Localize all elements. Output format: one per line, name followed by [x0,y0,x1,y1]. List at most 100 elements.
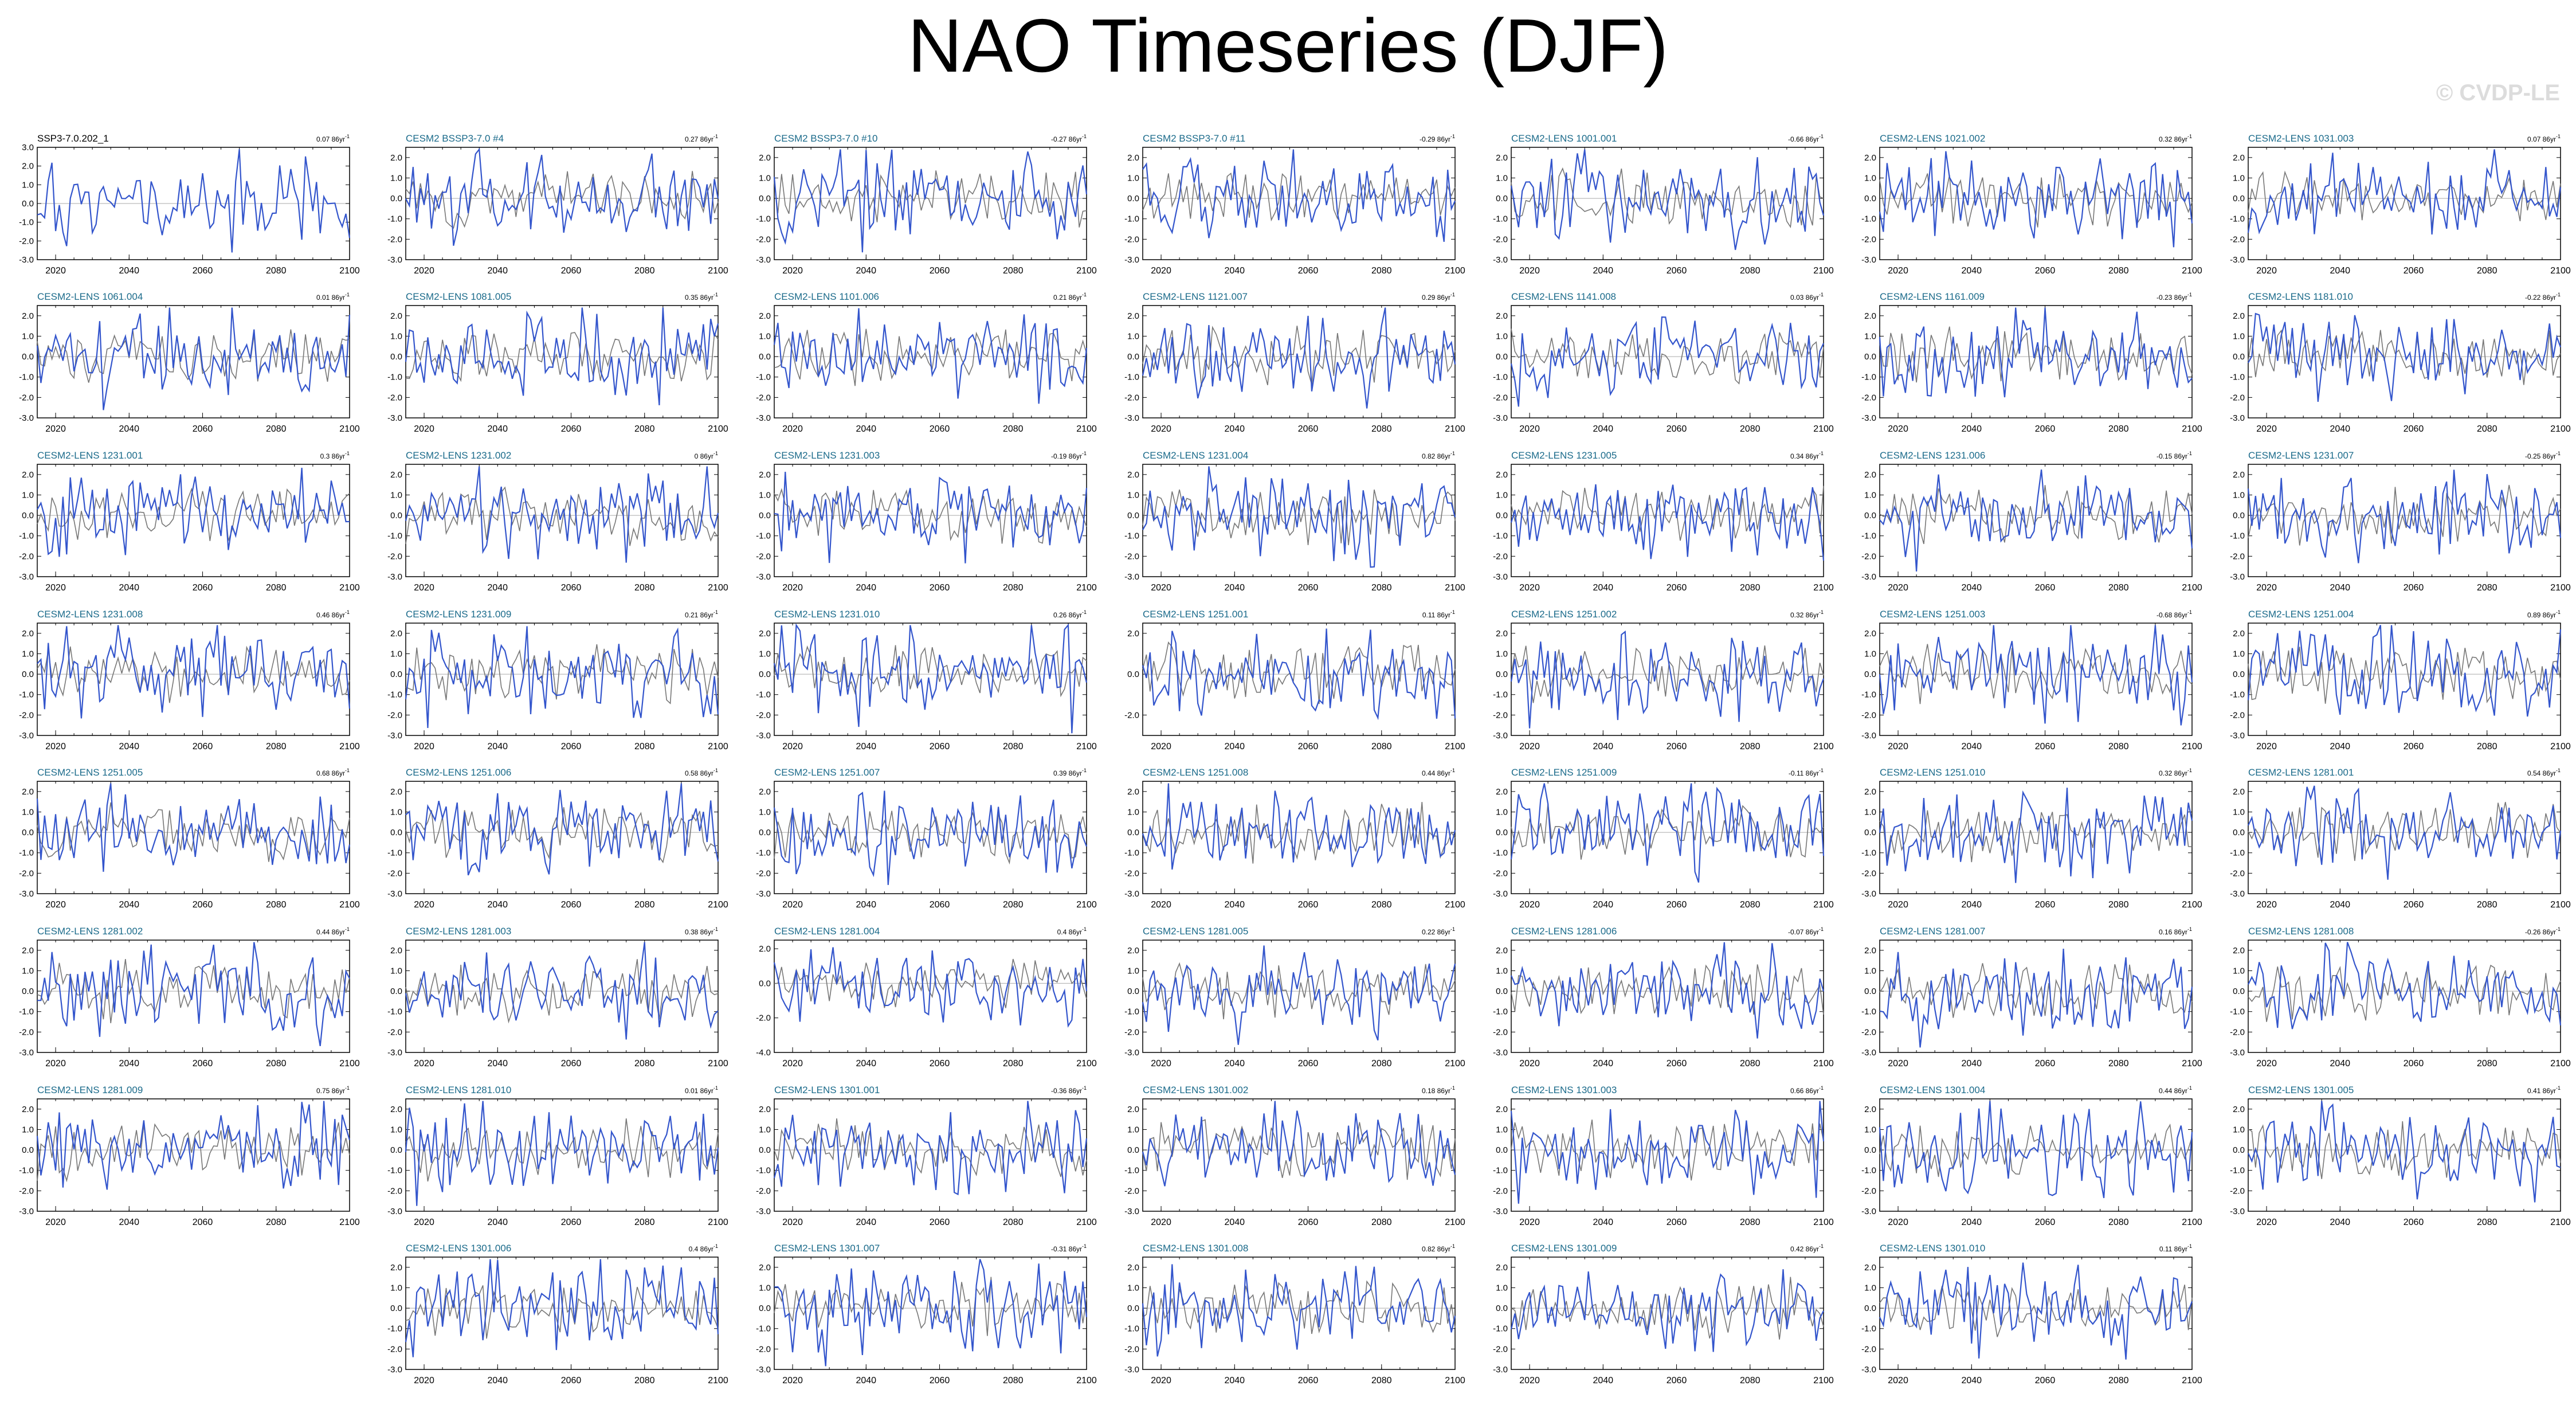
panel-title: CESM2-LENS 1161.009 [1880,291,1985,302]
y-tick-label: 0.0 [759,979,771,988]
trend-label: 0.07 86yr-1 [2527,134,2561,143]
y-tick-label: -3.0 [1861,255,1876,265]
nao-panel: CESM2-LENS 1251.008 0.44 86yr-1 2.0 1.0 0.0 -… [1124,767,1465,910]
x-tick-label: 2100 [339,1059,360,1069]
x-tick-label: 2080 [1740,1376,1761,1385]
plot-frame [2248,464,2561,577]
plot-frame [1879,1098,2193,1212]
x-tick-label: 2100 [2550,266,2571,276]
x-tick-label: 2020 [1151,1218,1171,1227]
panel-title: CESM2-LENS 1301.005 [2248,1085,2354,1095]
y-tick-label: -1.0 [387,1007,402,1017]
y-tick-label: 0.0 [1127,1304,1139,1313]
x-tick-label: 2100 [2550,424,2571,434]
x-tick-label: 2040 [487,1218,508,1227]
x-tick-label: 2020 [1888,266,1908,276]
x-tick-label: 2080 [1003,583,1024,593]
trend-superscript: -1 [1450,1085,1455,1091]
nao-series-line [2247,149,2562,235]
y-tick-label: 1.0 [759,331,771,341]
y-tick-label: 0.0 [390,1304,402,1313]
nao-series-line [1510,1101,1825,1204]
y-tick-label: 1.0 [390,173,402,183]
y-tick-label: -1.0 [19,690,34,700]
x-tick-label: 2080 [266,742,287,752]
trend-superscript: -1 [1082,451,1087,456]
x-tick-label: 2060 [930,1376,950,1385]
y-tick-label: 0.0 [1496,987,1508,996]
trend-label: 0.26 86yr-1 [1053,609,1087,619]
y-tick-label: -2.0 [756,1013,771,1023]
nao-series-line [1510,942,1825,1039]
x-tick-label: 2080 [634,266,655,276]
y-tick-label: 2.0 [22,311,34,321]
plot-frame [37,940,350,1053]
panel-title: CESM2 BSSP3-7.0 #11 [1143,133,1245,144]
y-tick-label: 2.0 [759,944,771,954]
y-tick-label: -3.0 [1861,1365,1876,1375]
y-tick-label: 2.0 [1496,153,1508,163]
y-tick-label: 0.0 [1864,1145,1876,1155]
x-tick-label: 2100 [1076,900,1097,910]
y-tick-label: 2.0 [390,311,402,321]
y-tick-label: -2.0 [1861,234,1876,244]
ensemble-mean-line [37,959,350,1023]
y-tick-label: 0.0 [1496,670,1508,679]
nao-panel: CESM2-LENS 1251.010 0.32 86yr-1 2.0 1.0 0.0 -… [1861,767,2202,910]
nao-panel: CESM2-LENS 1281.009 0.75 86yr-1 2.0 1.0 0.0 -… [19,1085,360,1227]
y-tick-label: -3.0 [1861,1048,1876,1058]
y-tick-label: 2.0 [1864,946,1876,956]
panel-title: CESM2-LENS 1141.008 [1511,291,1616,302]
x-tick-label: 2060 [2404,900,2424,910]
y-tick-label: -3.0 [19,1048,34,1058]
panel-title: CESM2-LENS 1301.004 [1880,1085,1985,1095]
x-tick-label: 2040 [119,266,139,276]
nao-panel: CESM2-LENS 1161.009 -0.23 86yr-1 2.0 1.0 0.0… [1861,291,2202,434]
trend-superscript: -1 [1819,609,1824,615]
x-tick-label: 2020 [1519,900,1540,910]
nao-panel: CESM2-LENS 1301.007 -0.31 86yr-1 2.0 1.0 0.0… [756,1243,1097,1385]
panel-title: CESM2-LENS 1231.004 [1143,450,1248,461]
trend-label: 0.44 86yr-1 [1422,768,1455,777]
trend-label: 0.89 86yr-1 [2527,609,2561,619]
y-tick-label: -3.0 [19,731,34,741]
y-tick-label: -2.0 [756,1186,771,1196]
y-tick-label: -1.0 [387,690,402,700]
panel-title: CESM2-LENS 1231.010 [774,609,880,620]
y-tick-label: -1.0 [2230,848,2245,858]
y-tick-label: -1.0 [2230,1166,2245,1176]
x-tick-label: 2100 [2182,900,2202,910]
x-tick-label: 2020 [1519,1376,1540,1385]
trend-superscript: -1 [1450,926,1455,932]
y-tick-label: 1.0 [2233,1125,2245,1134]
x-tick-label: 2080 [266,1059,287,1069]
y-tick-label: 0.0 [390,1145,402,1155]
y-tick-label: -3.0 [2230,1207,2245,1216]
y-tick-label: 1.0 [759,1283,771,1293]
trend-superscript: -1 [345,451,350,456]
trend-label: 0.68 86yr-1 [316,768,350,777]
y-tick-label: -2.0 [756,868,771,878]
ensemble-mean-line [37,645,350,703]
plot-frame [1879,1257,2193,1370]
y-tick-label: 2.0 [390,946,402,956]
y-tick-label: 2.0 [1496,311,1508,321]
nao-panel: CESM2-LENS 1141.008 0.03 86yr-1 2.0 1.0 0.0 -… [1493,291,1834,434]
x-tick-label: 2020 [414,900,434,910]
x-tick-label: 2040 [1224,900,1245,910]
ensemble-mean-line [1142,962,1456,1020]
y-tick-label: 0.0 [1127,1145,1139,1155]
y-tick-label: -3.0 [387,731,402,741]
plot-frame [405,147,719,260]
trend-label: 0.32 86yr-1 [2159,134,2192,143]
y-tick-label: -2.0 [2230,1027,2245,1037]
y-tick-label: -3.0 [387,1207,402,1216]
y-tick-label: -3.0 [756,889,771,899]
x-tick-label: 2100 [1076,266,1097,276]
y-tick-label: -1.0 [1124,531,1139,541]
x-tick-label: 2100 [339,583,360,593]
nao-series-line [1142,1264,1456,1357]
x-tick-label: 2080 [634,583,655,593]
x-tick-label: 2080 [1003,266,1024,276]
x-tick-label: 2020 [2256,266,2277,276]
